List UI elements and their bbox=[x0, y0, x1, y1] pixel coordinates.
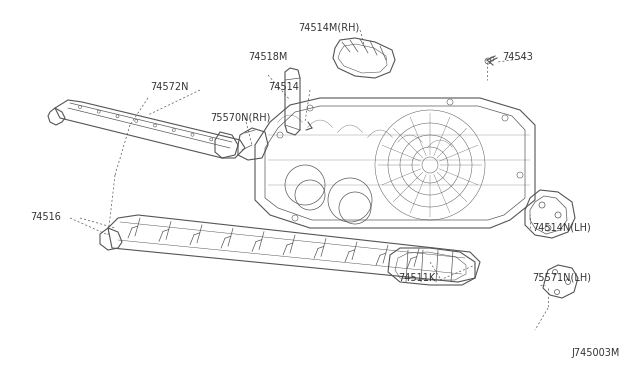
Text: 74511K: 74511K bbox=[398, 273, 435, 283]
Text: 74572N: 74572N bbox=[150, 82, 189, 92]
Text: J745003M: J745003M bbox=[572, 348, 620, 358]
Text: 74516: 74516 bbox=[30, 212, 61, 222]
Text: 74518M: 74518M bbox=[248, 52, 287, 62]
Text: 74514M(RH): 74514M(RH) bbox=[298, 22, 359, 32]
Text: 74543: 74543 bbox=[502, 52, 533, 62]
Text: 74514: 74514 bbox=[268, 82, 299, 92]
Text: 75571N(LH): 75571N(LH) bbox=[532, 272, 591, 282]
Text: 74514N(LH): 74514N(LH) bbox=[532, 222, 591, 232]
Text: 75570N(RH): 75570N(RH) bbox=[210, 112, 270, 122]
